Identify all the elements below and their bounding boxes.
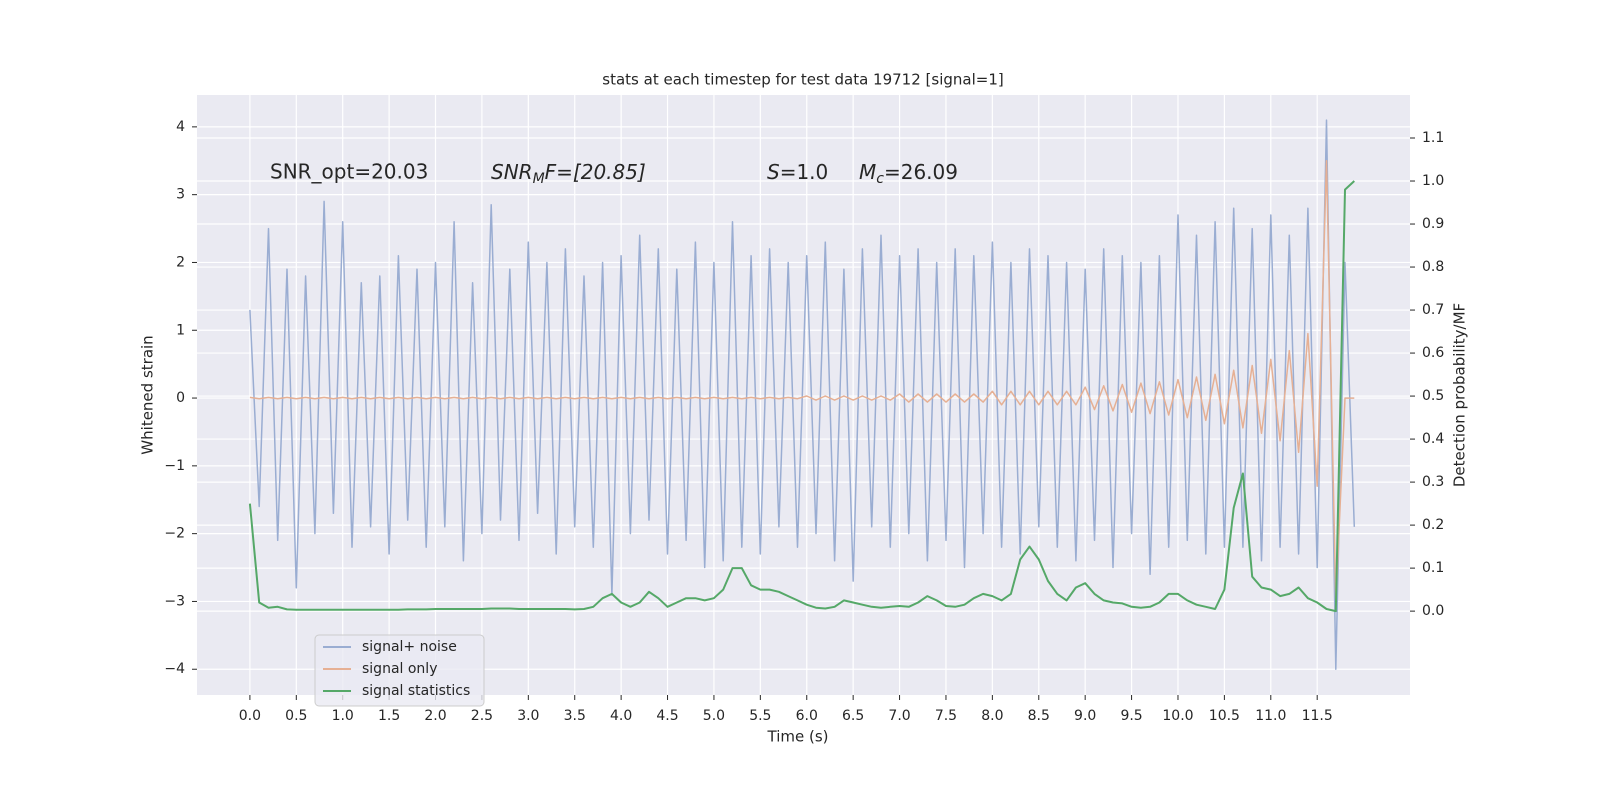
y2-tick-label: 0.4	[1422, 431, 1444, 447]
x-tick-label: 6.5	[842, 708, 864, 724]
y2-tick-label: 0.8	[1422, 259, 1444, 275]
y-tick-label: 4	[176, 119, 185, 135]
x-tick-label: 7.5	[935, 708, 957, 724]
labels: 0.0 0.5 1.0 1.5 2.0 2.5 3.0 3.5 4.0 4.5 5.0 5.5 6.0 6…	[164, 119, 1444, 724]
legend: signal+ noise signal only signal statistic…	[314, 634, 485, 707]
x-tick-label: 0.5	[285, 708, 307, 724]
x-tick-label: 11.5	[1302, 708, 1333, 724]
legend-label: signal+ noise	[362, 639, 457, 655]
annotation-value: F=[20.85]	[545, 160, 646, 184]
x-tick-label: 5.0	[703, 708, 725, 724]
y2-tick-label: 0.1	[1422, 560, 1444, 576]
y2-tick-label: 1.0	[1422, 173, 1444, 189]
y2-tick-label: 1.1	[1422, 130, 1444, 146]
annotation-subscript: c	[876, 171, 884, 187]
x-tick-label: 10.5	[1209, 708, 1240, 724]
x-tick-label: 10.0	[1162, 708, 1193, 724]
y-tick-label: −4	[164, 661, 185, 677]
series-line	[248, 180, 1355, 613]
x-tick-label: 0.0	[239, 708, 261, 724]
x-tick-label: 5.5	[749, 708, 771, 724]
marks	[248, 119, 1356, 670]
series-line	[249, 119, 1356, 670]
y2-tick-label: 0.5	[1422, 388, 1444, 404]
y2-tick-label: 0.9	[1422, 216, 1444, 232]
y-tick-label: 2	[176, 254, 185, 270]
x-axis-label: Time (s)	[767, 728, 829, 746]
x-tick-label: 9.0	[1074, 708, 1096, 724]
y2-tick-label: 0.2	[1422, 517, 1444, 533]
x-tick-label: 1.5	[378, 708, 400, 724]
y2-tick-label: 0.7	[1422, 302, 1444, 318]
x-tick-label: 11.0	[1255, 708, 1286, 724]
series-line	[249, 160, 1355, 603]
legend-label: signal only	[362, 661, 437, 677]
annotation-value: =1.0	[780, 160, 829, 184]
legend-box	[314, 634, 485, 707]
y2-axis-label: Detection probability/MF	[1451, 303, 1469, 487]
x-tick-label: 9.5	[1120, 708, 1142, 724]
annotation-subscript: M	[533, 171, 545, 187]
annotation: SNRMF=[20.85]	[491, 160, 646, 188]
annotation: SNR_opt=20.03	[270, 160, 428, 184]
x-tick-label: 8.0	[981, 708, 1003, 724]
y-tick-label: 3	[176, 187, 185, 203]
x-tick-label: 1.0	[332, 708, 354, 724]
grid	[197, 95, 1410, 695]
x-tick-label: 6.0	[796, 708, 818, 724]
x-tick-label: 7.0	[888, 708, 910, 724]
y-tick-label: −2	[164, 526, 185, 542]
x-tick-label: 4.0	[610, 708, 632, 724]
chart-title: stats at each timestep for test data 197…	[602, 71, 1003, 89]
y-axis-label: Whitened strain	[139, 335, 157, 454]
y-tick-label: −1	[164, 458, 185, 474]
y-tick-label: 1	[176, 322, 185, 338]
annotation-symbol: M	[859, 160, 876, 184]
annotation-value: =26.09	[884, 160, 958, 184]
y2-tick-label: 0.3	[1422, 474, 1444, 490]
annotation: Mc=26.09	[859, 160, 958, 188]
x-tick-label: 2.5	[471, 708, 493, 724]
annotation-symbol: SNR	[491, 160, 533, 184]
annotation-symbol: S	[767, 160, 780, 184]
x-tick-label: 4.5	[656, 708, 678, 724]
annotation: S=1.0	[767, 160, 828, 184]
y-tick-label: 0	[176, 390, 185, 406]
legend-label: signal statistics	[362, 683, 470, 699]
y2-tick-label: 0.0	[1422, 603, 1444, 619]
y-tick-label: −3	[164, 593, 185, 609]
x-tick-label: 8.5	[1028, 708, 1050, 724]
x-tick-label: 3.0	[517, 708, 539, 724]
y2-tick-label: 0.6	[1422, 345, 1444, 361]
x-tick-label: 3.5	[564, 708, 586, 724]
x-tick-label: 2.0	[424, 708, 446, 724]
